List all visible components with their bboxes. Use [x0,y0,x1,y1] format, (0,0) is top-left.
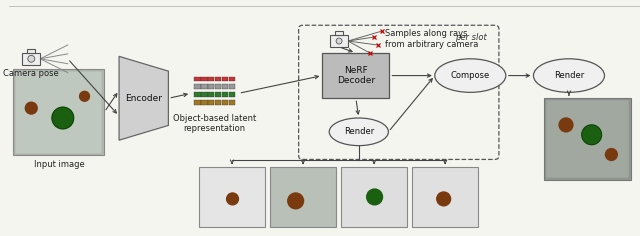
Circle shape [336,38,342,44]
Bar [208,100,214,105]
Bar [195,84,201,89]
Bar [208,92,214,97]
Circle shape [227,193,239,205]
Bar [13,69,104,156]
Bar [201,100,207,105]
Circle shape [28,55,35,62]
Bar [201,76,207,81]
Circle shape [367,189,383,205]
Circle shape [559,118,573,132]
Bar [215,100,221,105]
Bar [195,92,201,97]
Circle shape [605,149,618,160]
Text: NeRF
Decoder: NeRF Decoder [337,66,375,85]
Ellipse shape [435,59,506,92]
Bar [544,98,631,180]
Text: Render: Render [554,71,584,80]
Bar [201,84,207,89]
Bar [229,92,235,97]
Bar [215,76,221,81]
Text: Input image: Input image [33,160,84,169]
Bar [270,167,336,227]
Polygon shape [119,56,168,140]
Circle shape [52,107,74,129]
Bar [547,100,629,178]
Ellipse shape [329,118,388,146]
Bar [195,76,201,81]
Text: Encoder: Encoder [125,94,162,103]
Bar [222,84,228,89]
Text: Samples along rays
from arbitrary camera: Samples along rays from arbitrary camera [385,29,479,49]
Bar [412,167,478,227]
Ellipse shape [534,59,605,92]
Bar [195,100,201,105]
Bar [15,71,102,154]
Text: Render: Render [344,127,374,136]
Bar [28,49,35,53]
Bar [229,84,235,89]
Bar [199,167,265,227]
Bar [222,92,228,97]
Circle shape [582,125,602,145]
Bar [335,31,343,35]
Circle shape [288,193,303,209]
Bar [330,35,348,47]
Bar [22,53,40,65]
Bar [215,92,221,97]
Bar [208,84,214,89]
Bar [229,100,235,105]
Text: per slot: per slot [455,33,487,42]
Bar [208,76,214,81]
Text: Compose: Compose [451,71,490,80]
Circle shape [26,102,37,114]
Circle shape [436,192,451,206]
Bar [341,167,407,227]
Bar [222,76,228,81]
Bar [201,92,207,97]
Bar [215,84,221,89]
Bar [323,53,389,98]
Bar [229,76,235,81]
Bar [222,100,228,105]
Text: Object-based latent
representation: Object-based latent representation [173,114,257,133]
Circle shape [79,91,90,101]
Text: Camera pose: Camera pose [3,69,59,78]
